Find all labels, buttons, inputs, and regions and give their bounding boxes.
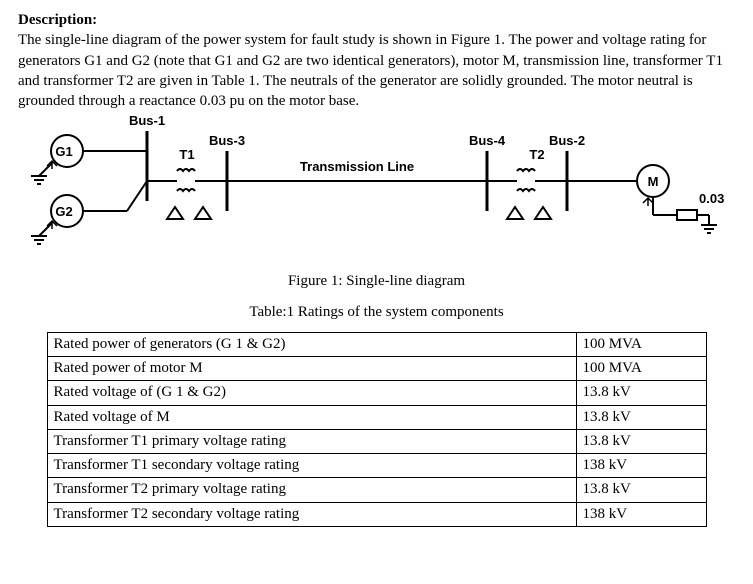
label-bus2: Bus-2 [548, 133, 584, 148]
figure-caption: Figure 1: Single-line diagram [18, 271, 735, 291]
label-xn: 0.03 pu [699, 191, 727, 206]
ratings-table: Rated power of generators (G 1 & G2)100 … [47, 332, 707, 527]
table-cell: 100 MVA [576, 332, 706, 356]
table-caption: Table:1 Ratings of the system components [18, 302, 735, 322]
table-row: Rated voltage of M13.8 kV [47, 405, 706, 429]
table-cell: Rated voltage of M [47, 405, 576, 429]
table-cell: Transformer T2 secondary voltage rating [47, 502, 576, 526]
label-bus1: Bus-1 [128, 113, 164, 128]
table-cell: 13.8 kV [576, 405, 706, 429]
table-cell: 13.8 kV [576, 381, 706, 405]
table-row: Rated power of motor M100 MVA [47, 357, 706, 381]
description-heading: Description: [18, 12, 97, 28]
label-g1: G1 [55, 144, 72, 159]
label-transmission-line: Transmission Line [299, 159, 413, 174]
table-cell: Rated power of motor M [47, 357, 576, 381]
single-line-diagram: G1 G2 M Bus-1 Bus-3 Bus-4 Bus-2 T1 T2 Tr… [18, 111, 735, 261]
label-bus3: Bus-3 [208, 133, 244, 148]
table-row: Rated power of generators (G 1 & G2)100 … [47, 332, 706, 356]
label-m: M [647, 174, 658, 189]
table-row: Transformer T2 secondary voltage rating1… [47, 502, 706, 526]
table-cell: 138 kV [576, 502, 706, 526]
table-row: Transformer T1 primary voltage rating13.… [47, 429, 706, 453]
description-body: The single-line diagram of the power sys… [18, 32, 723, 109]
table-row: Transformer T2 primary voltage rating13.… [47, 478, 706, 502]
table-cell: Transformer T1 primary voltage rating [47, 429, 576, 453]
label-g2: G2 [55, 204, 72, 219]
table-cell: 100 MVA [576, 357, 706, 381]
table-row: Rated voltage of (G 1 & G2)13.8 kV [47, 381, 706, 405]
table-cell: Rated power of generators (G 1 & G2) [47, 332, 576, 356]
table-cell: 13.8 kV [576, 429, 706, 453]
table-cell: Transformer T1 secondary voltage rating [47, 454, 576, 478]
table-cell: 13.8 kV [576, 478, 706, 502]
table-row: Transformer T1 secondary voltage rating1… [47, 454, 706, 478]
label-t2: T2 [529, 147, 544, 162]
table-cell: Transformer T2 primary voltage rating [47, 478, 576, 502]
label-bus4: Bus-4 [468, 133, 505, 148]
label-t1: T1 [179, 147, 194, 162]
table-cell: 138 kV [576, 454, 706, 478]
table-cell: Rated voltage of (G 1 & G2) [47, 381, 576, 405]
description-paragraph: Description: The single-line diagram of … [18, 10, 735, 111]
